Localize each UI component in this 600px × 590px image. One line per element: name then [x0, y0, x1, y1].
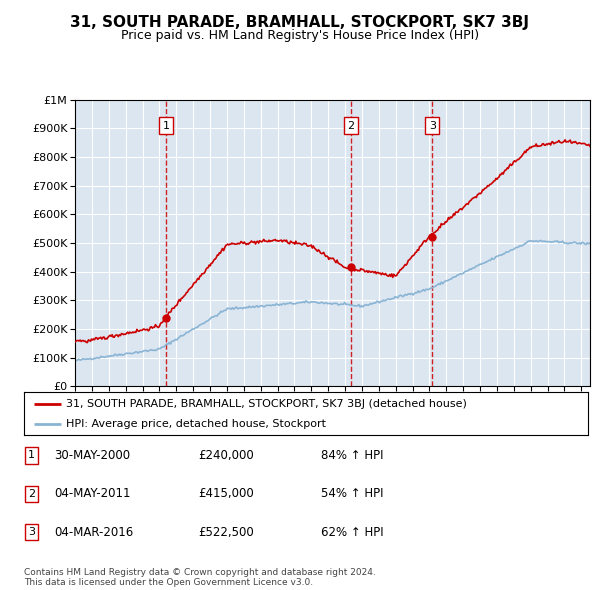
Text: 54% ↑ HPI: 54% ↑ HPI: [321, 487, 383, 500]
Text: 30-MAY-2000: 30-MAY-2000: [54, 449, 130, 462]
Text: Price paid vs. HM Land Registry's House Price Index (HPI): Price paid vs. HM Land Registry's House …: [121, 30, 479, 42]
Text: 2: 2: [347, 120, 354, 130]
Text: 31, SOUTH PARADE, BRAMHALL, STOCKPORT, SK7 3BJ (detached house): 31, SOUTH PARADE, BRAMHALL, STOCKPORT, S…: [66, 399, 467, 408]
Text: 2: 2: [28, 489, 35, 499]
Text: 04-MAY-2011: 04-MAY-2011: [54, 487, 131, 500]
Text: £415,000: £415,000: [198, 487, 254, 500]
Text: 31, SOUTH PARADE, BRAMHALL, STOCKPORT, SK7 3BJ: 31, SOUTH PARADE, BRAMHALL, STOCKPORT, S…: [71, 15, 530, 30]
Text: 3: 3: [429, 120, 436, 130]
Text: 1: 1: [28, 451, 35, 460]
Text: 62% ↑ HPI: 62% ↑ HPI: [321, 526, 383, 539]
Text: £522,500: £522,500: [198, 526, 254, 539]
Text: £240,000: £240,000: [198, 449, 254, 462]
Text: 3: 3: [28, 527, 35, 537]
Text: 04-MAR-2016: 04-MAR-2016: [54, 526, 133, 539]
Text: 84% ↑ HPI: 84% ↑ HPI: [321, 449, 383, 462]
Text: 1: 1: [163, 120, 170, 130]
Text: HPI: Average price, detached house, Stockport: HPI: Average price, detached house, Stoc…: [66, 419, 326, 429]
Text: Contains HM Land Registry data © Crown copyright and database right 2024.
This d: Contains HM Land Registry data © Crown c…: [24, 568, 376, 587]
